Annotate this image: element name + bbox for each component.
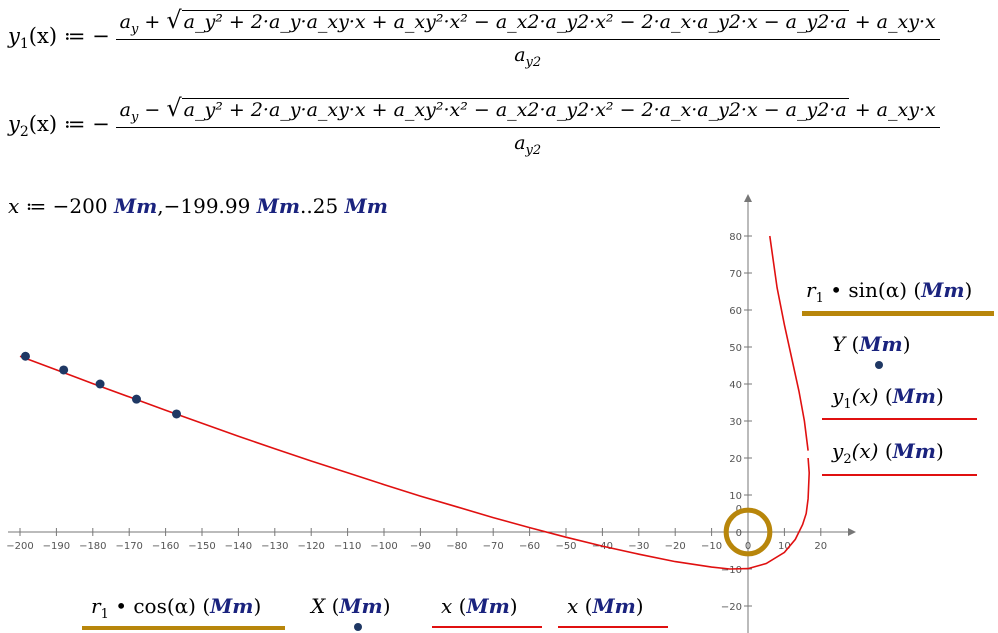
scatter-point <box>59 365 69 375</box>
x-tick-label: 20 <box>814 541 827 552</box>
y-tick-label: 20 <box>729 454 742 465</box>
y-tick-label: 30 <box>729 417 742 428</box>
x-tick-label: −70 <box>483 541 504 552</box>
x-tick-label: −120 <box>297 541 324 552</box>
legend-y-r1sin[interactable]: r1 • sin(α) (Mm) <box>806 278 973 306</box>
x-tick-label: −50 <box>555 541 576 552</box>
legend-x-x1-swatch <box>432 626 542 628</box>
equation-y2-numerator: ay − √ a_y² + 2·a_y·a_xy·x + a_xy²·x² − a… <box>115 94 940 128</box>
x-tick-label: −130 <box>261 541 288 552</box>
legend-y-y1[interactable]: y1(x) (Mm) <box>832 384 944 412</box>
y-tick-label: 40 <box>729 380 742 391</box>
x-tick-label: −190 <box>43 541 70 552</box>
equation-y2-radicand: a_y² + 2·a_y·a_xy·x + a_xy²·x² − a_x2·a_… <box>181 98 849 121</box>
scatter-point <box>172 409 182 419</box>
x-tick-label: −140 <box>225 541 252 552</box>
equation-y2-fraction: ay − √ a_y² + 2·a_y·a_xy·x + a_xy²·x² − a… <box>115 94 940 158</box>
legend-y-y1-swatch <box>822 418 977 420</box>
range-definition[interactable]: x ≔ −200 Mm,−199.99 Mm..25 Mm <box>8 194 388 218</box>
x-tick-label: −170 <box>115 541 142 552</box>
x-tick-label: −80 <box>446 541 467 552</box>
x-axis-arrow <box>848 528 856 536</box>
x-tick-label: 10 <box>778 541 791 552</box>
x-tick-label: −150 <box>188 541 215 552</box>
equation-y1[interactable]: y1(x) ≔ − ay + √ a_y² + 2·a_y·a_xy·x + a_… <box>8 6 940 70</box>
x-tick-label: −100 <box>370 541 397 552</box>
y-tick-label: −10 <box>721 565 742 576</box>
x-tick-label: −110 <box>334 541 361 552</box>
y-tick-label: 50 <box>729 343 742 354</box>
series-line-2 <box>769 235 809 451</box>
equation-y2[interactable]: y2(x) ≔ − ay − √ a_y² + 2·a_y·a_xy·x + a_… <box>8 94 940 158</box>
x-tick-label: −180 <box>79 541 106 552</box>
legend-x-x2-swatch <box>558 626 668 628</box>
equation-y1-radicand: a_y² + 2·a_y·a_xy·x + a_xy²·x² − a_x2·a_… <box>181 10 849 33</box>
scatter-point <box>20 351 30 361</box>
y-tick-label: 0 <box>736 528 742 539</box>
origin-x-label: 0 <box>745 541 751 552</box>
x-tick-label: −60 <box>519 541 540 552</box>
x-tick-label: −20 <box>665 541 686 552</box>
equation-y1-fraction: ay + √ a_y² + 2·a_y·a_xy·x + a_xy²·x² − a… <box>115 6 940 70</box>
y-axis-arrow <box>744 194 752 202</box>
x-tick-label: −160 <box>152 541 179 552</box>
equation-y2-lhs: y2(x) ≔ − <box>8 111 110 140</box>
legend-x-r1cos-swatch <box>82 626 285 630</box>
legend-x-x1[interactable]: x (Mm) <box>441 594 518 618</box>
plot-series <box>19 235 811 570</box>
legend-y-r1sin-swatch <box>802 311 994 316</box>
legend-y-Y-swatch <box>875 361 883 369</box>
x-tick-label: −40 <box>592 541 613 552</box>
scatter-point <box>95 379 105 389</box>
legend-y-y2[interactable]: y2(x) (Mm) <box>832 439 944 467</box>
y-tick-label: 10 <box>729 491 742 502</box>
legend-x-x2[interactable]: x (Mm) <box>567 594 644 618</box>
legend-x-X[interactable]: X (Mm) <box>311 594 391 618</box>
y-tick-label: 80 <box>729 232 742 243</box>
y-tick-label: 70 <box>729 269 742 280</box>
equation-y1-numerator: ay + √ a_y² + 2·a_y·a_xy·x + a_xy²·x² − a… <box>115 6 940 40</box>
legend-x-X-swatch <box>354 623 362 631</box>
legend-y-Y[interactable]: Y (Mm) <box>832 332 911 356</box>
series-line-1 <box>19 355 811 570</box>
y-tick-label: 60 <box>729 306 742 317</box>
x-tick-label: −30 <box>628 541 649 552</box>
x-tick-label: −10 <box>701 541 722 552</box>
scatter-point <box>131 394 141 404</box>
equation-y1-lhs: y1(x) ≔ − <box>8 23 110 52</box>
circle-trace <box>723 507 773 557</box>
legend-x-r1cos[interactable]: r1 • cos(α) (Mm) <box>91 594 262 622</box>
x-tick-label: −90 <box>410 541 431 552</box>
plot-axes: −200 −190 −180 −170 −160 −150 −140 −130 −120 −110… <box>6 194 856 633</box>
equation-y1-denominator: ay2 <box>514 43 542 70</box>
equation-y2-denominator: ay2 <box>514 131 542 158</box>
origin-label: 0 <box>736 504 742 515</box>
legend-y-y2-swatch <box>822 474 977 476</box>
y-tick-label: −20 <box>721 602 742 613</box>
x-tick-label: −200 <box>6 541 33 552</box>
